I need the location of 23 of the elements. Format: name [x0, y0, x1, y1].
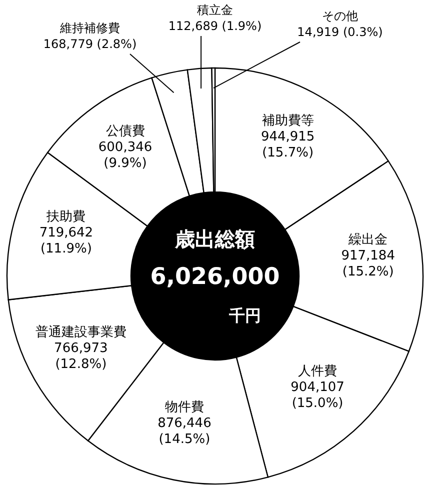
- text: 6,026,000: [150, 264, 280, 290]
- data-label: 944,915 (15.7%): [260, 129, 315, 160]
- slice-label: 積立金: [197, 3, 233, 17]
- data-label: 112,689 (1.9%): [168, 19, 262, 33]
- slice-label: 補助費等: [262, 113, 314, 128]
- data-label: 600,346 (9.9%): [98, 140, 152, 171]
- slice-label: 維持補修費: [59, 21, 120, 35]
- slice-label: 人件費: [298, 364, 338, 379]
- slice-label: 繰出金: [348, 232, 388, 248]
- slice-label: 公債費: [106, 124, 145, 139]
- data-label: 917,184 (15.2%): [341, 248, 395, 280]
- data-label: 876,446 (14.5%): [158, 416, 212, 447]
- data-label: 719,642 (11.9%): [39, 225, 94, 256]
- slice-label: 扶助費: [46, 209, 86, 224]
- data-label: 14,919 (0.3%): [297, 25, 383, 39]
- data-label: 904,107 (15.0%): [290, 380, 344, 411]
- slice-label: 普通建設事業費: [35, 324, 126, 340]
- data-label: 168,779 (2.8%): [43, 37, 137, 51]
- data-label: 766,973 (12.8%): [54, 340, 108, 372]
- slice-label: 物件費: [164, 400, 204, 415]
- text: 歳出総額: [174, 227, 255, 251]
- text: 千円: [228, 306, 261, 325]
- slice-label: その他: [322, 9, 358, 23]
